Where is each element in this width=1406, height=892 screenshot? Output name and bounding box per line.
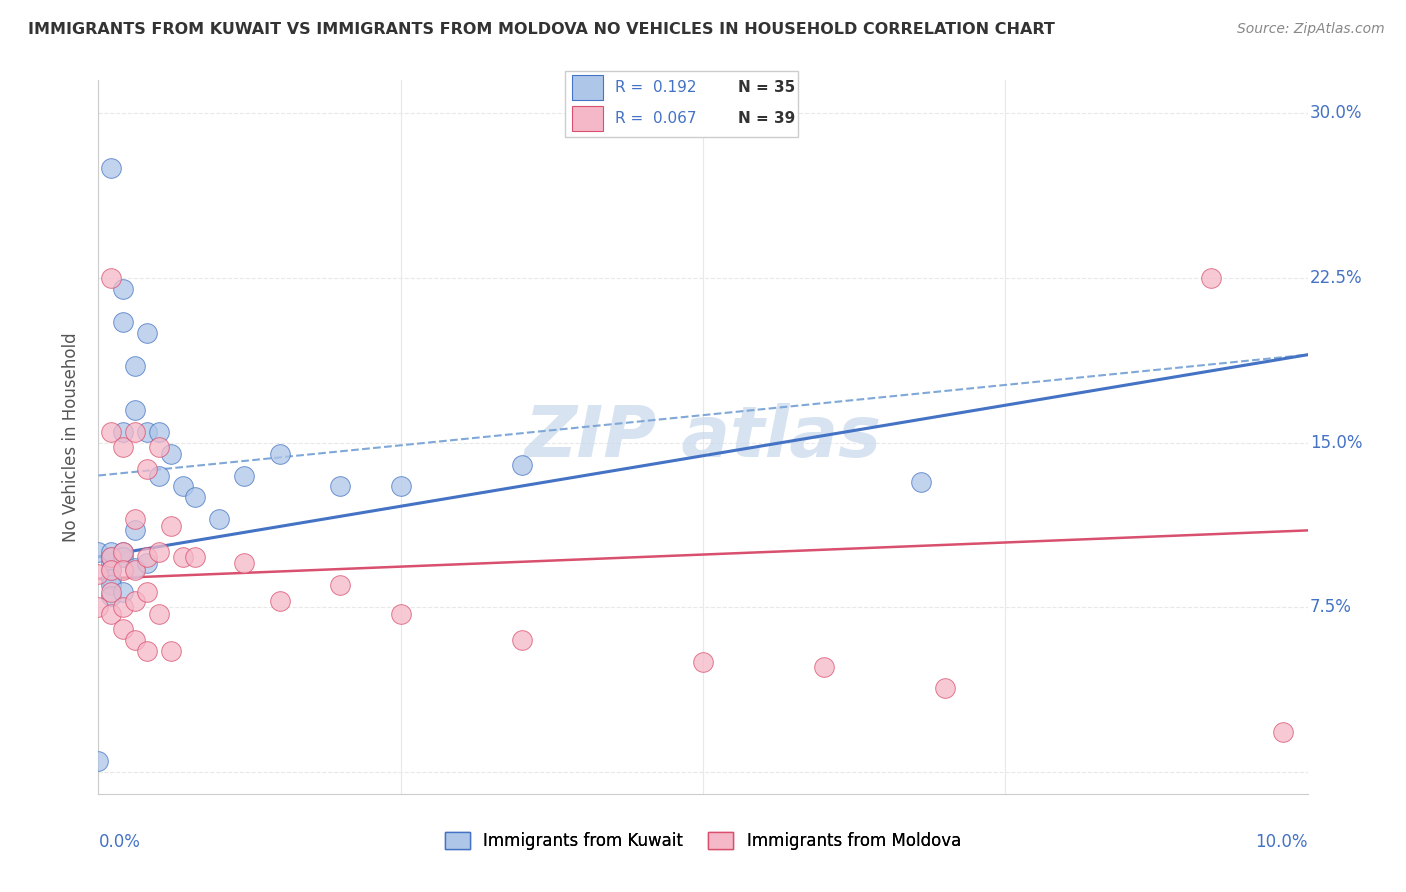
Text: IMMIGRANTS FROM KUWAIT VS IMMIGRANTS FROM MOLDOVA NO VEHICLES IN HOUSEHOLD CORRE: IMMIGRANTS FROM KUWAIT VS IMMIGRANTS FRO…: [28, 22, 1054, 37]
Point: [208, 512, 231, 526]
Point: [100, 563, 122, 577]
Point: [135, 557, 157, 571]
Text: Source: ZipAtlas.com: Source: ZipAtlas.com: [1237, 22, 1385, 37]
Point: [100, 563, 122, 577]
Point: [111, 549, 134, 564]
Point: [510, 633, 533, 648]
FancyBboxPatch shape: [572, 106, 603, 131]
Point: [124, 560, 146, 574]
Point: [184, 491, 207, 505]
Point: [111, 315, 134, 329]
Point: [100, 557, 122, 571]
Text: 30.0%: 30.0%: [1310, 104, 1362, 122]
Text: 22.5%: 22.5%: [1310, 268, 1362, 287]
Point: [100, 578, 122, 592]
Point: [813, 659, 835, 673]
Point: [510, 458, 533, 472]
Point: [124, 524, 146, 538]
Point: [389, 479, 412, 493]
Legend: Immigrants from Kuwait, Immigrants from Moldova: Immigrants from Kuwait, Immigrants from …: [439, 825, 967, 857]
Point: [124, 425, 146, 439]
Point: [135, 326, 157, 340]
Point: [111, 282, 134, 296]
Point: [172, 479, 194, 493]
Point: [111, 545, 134, 559]
Point: [329, 479, 352, 493]
Point: [184, 549, 207, 564]
Point: [124, 593, 146, 607]
Text: 15.0%: 15.0%: [1310, 434, 1362, 451]
Point: [100, 425, 122, 439]
Point: [148, 545, 170, 559]
Point: [148, 425, 170, 439]
Point: [160, 519, 183, 533]
Point: [389, 607, 412, 621]
Point: [232, 468, 254, 483]
Point: [135, 585, 157, 599]
Text: 0.0%: 0.0%: [98, 833, 141, 851]
Point: [100, 161, 122, 175]
Point: [329, 578, 352, 592]
Point: [111, 440, 134, 454]
Point: [111, 622, 134, 636]
Point: [148, 468, 170, 483]
Point: [910, 475, 932, 489]
Point: [87, 754, 110, 768]
Point: [111, 600, 134, 615]
Point: [100, 271, 122, 285]
Point: [148, 607, 170, 621]
Point: [135, 425, 157, 439]
Point: [124, 402, 146, 417]
Text: N = 39: N = 39: [738, 112, 794, 126]
Point: [1199, 271, 1222, 285]
Point: [160, 446, 183, 460]
Point: [692, 655, 714, 669]
Text: R =  0.067: R = 0.067: [616, 112, 697, 126]
Point: [111, 585, 134, 599]
Point: [934, 681, 956, 696]
Point: [269, 593, 291, 607]
Text: 7.5%: 7.5%: [1310, 599, 1353, 616]
Point: [135, 462, 157, 476]
Point: [87, 600, 110, 615]
Point: [232, 557, 254, 571]
FancyBboxPatch shape: [572, 76, 603, 100]
Point: [124, 359, 146, 373]
Point: [124, 633, 146, 648]
Point: [269, 446, 291, 460]
Text: R =  0.192: R = 0.192: [616, 80, 697, 95]
Point: [172, 549, 194, 564]
Y-axis label: No Vehicles in Household: No Vehicles in Household: [62, 332, 80, 542]
Text: 10.0%: 10.0%: [1256, 833, 1308, 851]
Point: [111, 563, 134, 577]
Text: ZIP atlas: ZIP atlas: [524, 402, 882, 472]
Point: [148, 440, 170, 454]
Text: N = 35: N = 35: [738, 80, 794, 95]
Point: [87, 567, 110, 582]
Point: [124, 512, 146, 526]
Point: [87, 545, 110, 559]
Point: [100, 549, 122, 564]
Point: [100, 589, 122, 603]
Point: [160, 644, 183, 658]
Point: [111, 425, 134, 439]
Point: [1272, 725, 1295, 739]
Point: [100, 572, 122, 586]
Point: [135, 549, 157, 564]
FancyBboxPatch shape: [565, 70, 797, 136]
Point: [135, 644, 157, 658]
Point: [100, 549, 122, 564]
Point: [111, 545, 134, 559]
Point: [124, 563, 146, 577]
Point: [100, 607, 122, 621]
Point: [100, 545, 122, 559]
Point: [100, 585, 122, 599]
